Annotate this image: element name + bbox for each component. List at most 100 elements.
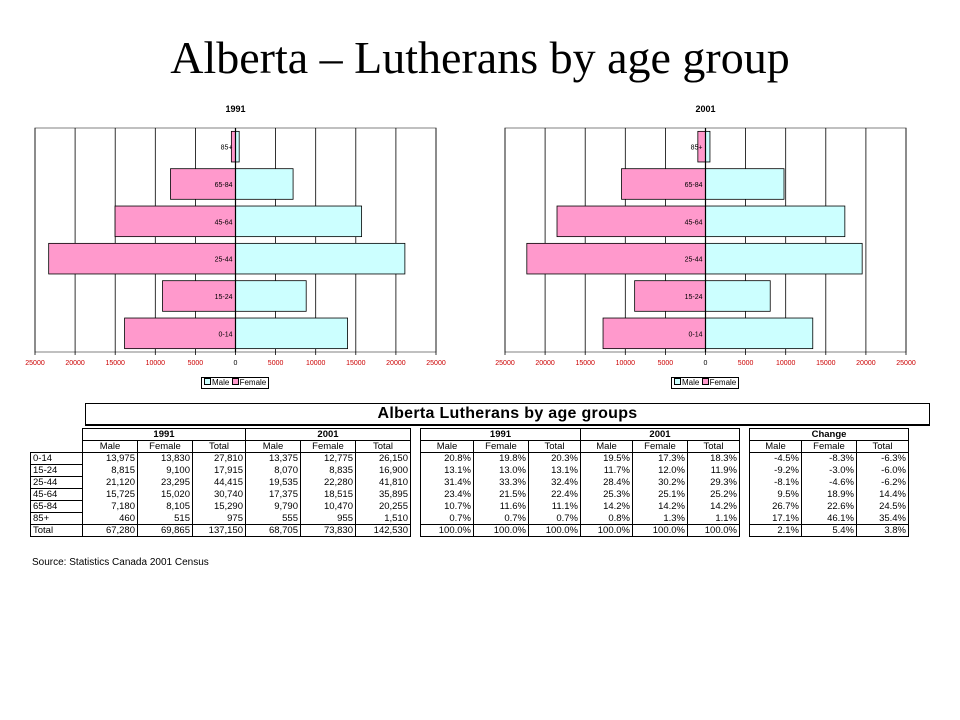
table-row: 45-64 15,725 15,020 30,740 17,375 18,515 35,89… <box>30 488 909 501</box>
table-cell: 10,470 <box>300 500 356 513</box>
row-label: 45-64 <box>30 488 83 501</box>
table-cell: 14.2% <box>632 500 688 513</box>
legend-female-swatch <box>231 378 239 385</box>
table-cell: 23,295 <box>137 476 193 489</box>
row-label: 65-84 <box>30 500 83 513</box>
x-tick-label: 15000 <box>575 360 595 367</box>
column-gap <box>411 429 421 441</box>
table-cell: 18.3% <box>687 452 740 465</box>
table-cell: 142,530 <box>355 524 411 537</box>
x-tick-label: 10000 <box>306 360 326 367</box>
table-cell: 44,415 <box>192 476 246 489</box>
table-cell: 515 <box>137 512 193 525</box>
table-cell: 22,280 <box>300 476 356 489</box>
column-gap <box>740 429 750 441</box>
table-cell: 73,830 <box>300 524 356 537</box>
table-cell: 10.7% <box>420 500 474 513</box>
row-label: 0-14 <box>30 452 83 465</box>
x-tick-label: 10000 <box>616 360 636 367</box>
column-gap <box>740 501 750 513</box>
table-cell: 11.1% <box>528 500 581 513</box>
table-row: 85+ 460 515 975 555 955 1,510 0.7% 0.7% 0.7% 0.8% 1… <box>30 512 909 525</box>
table-cell: 23.4% <box>420 488 474 501</box>
column-gap <box>740 525 750 537</box>
table-cell: 0.7% <box>420 512 474 525</box>
table-title: Alberta Lutherans by age groups <box>86 404 929 425</box>
empty-corner <box>31 441 83 453</box>
x-tick-label: 25000 <box>25 360 45 367</box>
table-cell: 100.0% <box>420 524 474 537</box>
table-cell: 555 <box>245 512 301 525</box>
row-label: 85+ <box>30 512 83 525</box>
table-cell: 7,180 <box>82 500 138 513</box>
bar-female-15-24 <box>162 280 236 312</box>
column-header: Total <box>528 440 581 453</box>
category-label: 85+ <box>221 145 233 152</box>
table-cell: 1,510 <box>355 512 411 525</box>
table-cell: -6.0% <box>856 464 909 477</box>
table-cell: 13,375 <box>245 452 301 465</box>
x-tick-label: 5000 <box>268 360 284 367</box>
category-label: 25-44 <box>685 257 703 264</box>
bar-male-15-24 <box>705 280 771 312</box>
table-cell: 3.8% <box>856 524 909 537</box>
column-header: Female <box>473 440 529 453</box>
table-cell: -9.2% <box>749 464 802 477</box>
pyramid-chart-1991-svg: 1991 25000 20000 15000 10000 5000 0 5000 10000 15… <box>25 104 446 367</box>
table-row: 0-14 13,975 13,830 27,810 13,375 12,775 26,150… <box>30 452 909 465</box>
table-cell: 21.5% <box>473 488 529 501</box>
table-cell: 24.5% <box>856 500 909 513</box>
table-cell: 100.0% <box>580 524 633 537</box>
table-cell: 12,775 <box>300 452 356 465</box>
column-gap <box>740 441 750 453</box>
column-header: Male <box>245 440 301 453</box>
table-cell: 17.1% <box>749 512 802 525</box>
table-cell: 13,830 <box>137 452 193 465</box>
table-cell: 15,725 <box>82 488 138 501</box>
source-note: Source: Statistics Canada 2001 Census <box>32 557 209 568</box>
table-cell: 12.0% <box>632 464 688 477</box>
table-cell: 955 <box>300 512 356 525</box>
table-cell: 21,120 <box>82 476 138 489</box>
table-cell: -4.6% <box>801 476 857 489</box>
table-cell: 9.5% <box>749 488 802 501</box>
table-total-row: Total 67,280 69,865 137,150 68,705 73,830 142,… <box>30 524 909 537</box>
x-tick-label: 5000 <box>738 360 754 367</box>
table-cell: 975 <box>192 512 246 525</box>
column-gap <box>411 441 421 453</box>
table-cell: 41,810 <box>355 476 411 489</box>
table-cell: 19.5% <box>580 452 633 465</box>
table-cell: 0.7% <box>473 512 529 525</box>
column-gap <box>411 465 421 477</box>
bar-female-45-64 <box>114 205 236 238</box>
category-label: 0-14 <box>218 331 232 338</box>
table-cell: 15,290 <box>192 500 246 513</box>
table-row: 65-84 7,180 8,105 15,290 9,790 10,470 20,255 10… <box>30 500 909 513</box>
bar-female-15-24 <box>634 280 706 312</box>
x-tick-label: 10000 <box>146 360 166 367</box>
legend-female-swatch <box>701 378 709 385</box>
bar-male-65-84 <box>235 168 294 200</box>
legend-male-swatch <box>674 378 681 385</box>
column-header: Total <box>687 440 740 453</box>
table-cell: 11.7% <box>580 464 633 477</box>
x-tick-label: 15000 <box>105 360 125 367</box>
column-header: Female <box>632 440 688 453</box>
table-cell: 67,280 <box>82 524 138 537</box>
bar-female-25-44 <box>526 242 706 275</box>
group-header: Change <box>749 428 909 441</box>
table-cell: 25.1% <box>632 488 688 501</box>
table-cell: 30,740 <box>192 488 246 501</box>
legend-1991: Male Female <box>201 377 270 389</box>
table-cell: 100.0% <box>632 524 688 537</box>
bar-male-0-14 <box>235 317 348 350</box>
table-cell: 11.9% <box>687 464 740 477</box>
bar-male-15-24 <box>235 280 307 312</box>
table-cell: 9,790 <box>245 500 301 513</box>
legend-male-label: Male <box>212 378 230 387</box>
column-gap <box>411 513 421 525</box>
table-cell: 8,105 <box>137 500 193 513</box>
table-title-box: Alberta Lutherans by age groups <box>85 403 930 426</box>
table-cell: 14.2% <box>580 500 633 513</box>
category-label: 0-14 <box>688 331 702 338</box>
